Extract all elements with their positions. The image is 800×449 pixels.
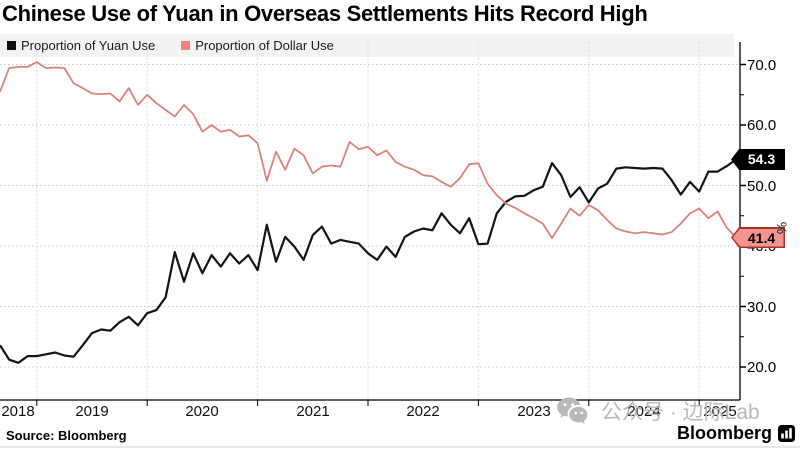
page-title: Chinese Use of Yuan in Overseas Settleme… — [2, 1, 648, 26]
x-axis-year-label: 2021 — [296, 403, 330, 420]
y-axis-tick-label: 60.0 — [747, 117, 777, 134]
bloomberg-wordmark-text: Bloomberg — [676, 423, 772, 443]
x-axis-year-label: 2020 — [185, 403, 219, 420]
y-axis-tick-label: 20.0 — [747, 359, 777, 376]
y-axis-tick-label: 50.0 — [747, 177, 777, 195]
yuan-series-swatch-icon — [7, 41, 16, 50]
bloomberg-logo-icon — [778, 425, 795, 442]
x-axis-year-label: 2018 — [1, 403, 35, 420]
dollar-last-value-badge: 41.4 — [731, 227, 785, 249]
legend-label-dollar: Proportion of Dollar Use — [195, 38, 334, 53]
y-axis-tick-label: 30.0 — [747, 298, 777, 316]
chart-legend: Proportion of Yuan Use Proportion of Dol… — [0, 34, 734, 57]
x-axis-year-label: 2025 — [703, 403, 737, 420]
bottom-divider — [0, 446, 800, 448]
dollar-series-swatch-icon — [181, 41, 191, 50]
watermark: 公众号 · 边际Lab — [556, 396, 760, 426]
y-axis-tick-label: 70.0 — [747, 56, 777, 74]
wechat-icon — [557, 397, 588, 424]
source-credit: Source: Bloomberg — [6, 428, 127, 443]
y-axis-unit-label: % — [774, 221, 791, 235]
x-axis-year-label: 2022 — [406, 403, 440, 420]
x-axis-year-label: 2024 — [627, 403, 661, 420]
x-axis-year-label: 2019 — [75, 403, 109, 420]
bloomberg-wordmark: Bloomberg — [677, 423, 795, 444]
watermark-text: 公众号 · 边际Lab — [601, 401, 760, 424]
legend-item-dollar: Proportion of Dollar Use — [181, 38, 334, 53]
yuan-last-value-badge: 54.3 — [731, 148, 785, 170]
x-axis-year-label: 2023 — [517, 403, 551, 420]
legend-item-yuan: Proportion of Yuan Use — [7, 38, 155, 53]
legend-label-yuan: Proportion of Yuan Use — [21, 38, 156, 53]
